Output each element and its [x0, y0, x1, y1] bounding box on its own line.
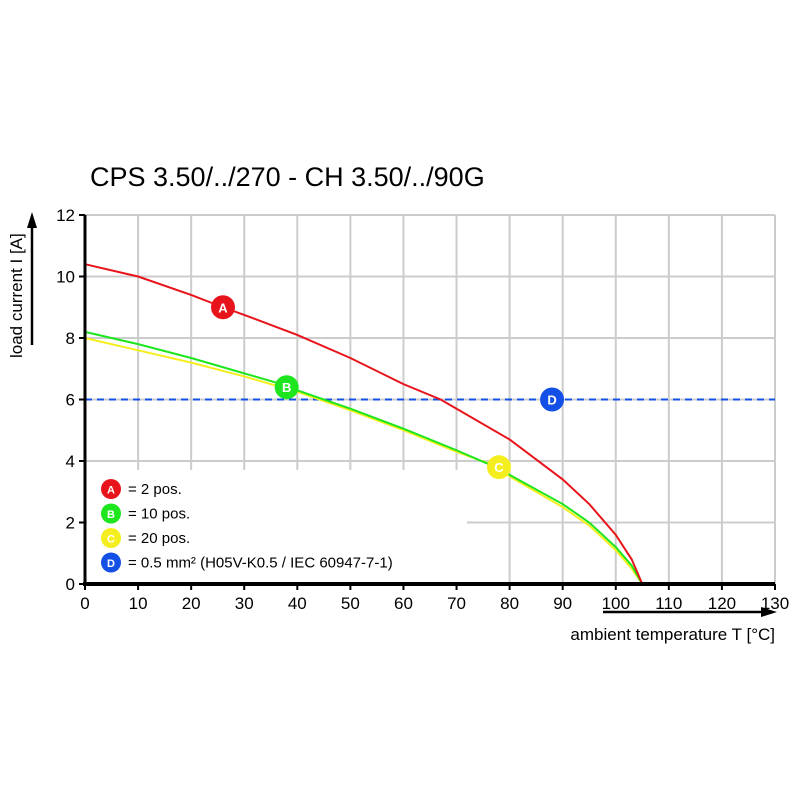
- y-axis-label: load current I [A]: [7, 233, 26, 358]
- series-line-c: [84, 337, 644, 585]
- x-tick-label: 130: [761, 594, 789, 613]
- legend-marker-d: [101, 552, 121, 573]
- x-tick-label: 20: [182, 594, 201, 613]
- y-tick-label: 8: [66, 329, 75, 348]
- x-axis-label: ambient temperature T [°C]: [570, 625, 775, 644]
- x-tick-label: 70: [447, 594, 466, 613]
- x-tick-label: 10: [129, 594, 148, 613]
- x-tick-label: 110: [655, 594, 682, 613]
- y-axis-arrowhead: [27, 212, 37, 228]
- x-tick-label: 40: [288, 594, 307, 613]
- legend-marker-label: D: [107, 558, 115, 570]
- marker-b: [274, 375, 299, 400]
- legend-marker-c: [101, 528, 121, 548]
- y-tick-label: 2: [66, 514, 75, 533]
- legend-entry-c: = 20 pos.: [128, 530, 190, 547]
- y-tick-label: 12: [56, 206, 75, 225]
- marker-a: [211, 295, 235, 320]
- chart-title: CPS 3.50/../270 - CH 3.50/../90G: [90, 162, 485, 192]
- y-tick-label: 0: [66, 575, 75, 594]
- x-tick-label: 80: [500, 594, 519, 613]
- y-tick-label: 10: [56, 268, 75, 287]
- legend-marker-label: C: [107, 534, 115, 546]
- x-tick-label: 100: [602, 594, 630, 613]
- legend-marker-a: [101, 479, 121, 499]
- x-tick-label: 0: [80, 594, 89, 613]
- legend-background: [87, 470, 467, 582]
- marker-label-c: C: [494, 460, 504, 475]
- x-tick-label: 90: [553, 594, 572, 613]
- marker-c: [487, 455, 511, 480]
- legend-marker-label: A: [107, 485, 115, 497]
- legend-entry-d: = 0.5 mm² (H05V-K0.5 / IEC 60947-7-1): [128, 555, 393, 572]
- y-tick-label: 6: [66, 391, 75, 410]
- marker-label-d: D: [547, 393, 556, 408]
- y-tick-label: 4: [66, 452, 75, 471]
- legend-entry-a: = 2 pos.: [128, 481, 182, 498]
- marker-label-a: A: [218, 300, 228, 315]
- x-tick-label: 120: [708, 594, 736, 613]
- x-tick-label: 60: [394, 594, 413, 613]
- series-line-a: [84, 263, 644, 585]
- x-tick-label: 30: [235, 594, 254, 613]
- marker-d: [540, 387, 565, 412]
- marker-label-b: B: [282, 380, 291, 395]
- series-line-b: [84, 330, 644, 585]
- legend-entry-b: = 10 pos.: [128, 506, 190, 523]
- x-tick-label: 50: [341, 594, 360, 613]
- x-axis-arrowhead: [761, 607, 777, 617]
- legend-marker-label: B: [107, 509, 115, 521]
- legend-marker-b: [101, 503, 121, 524]
